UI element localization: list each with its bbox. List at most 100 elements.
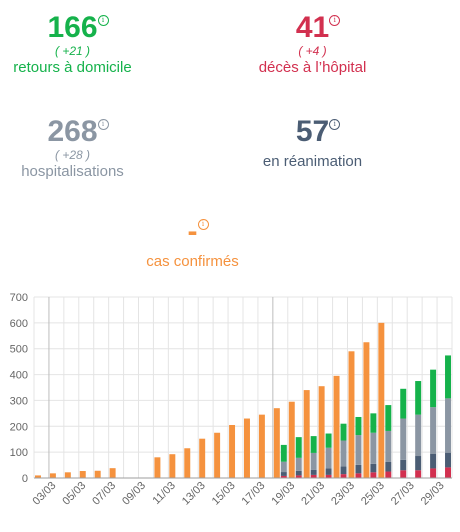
x-tick-label: 09/03	[120, 480, 148, 508]
bar-cas-confirmes	[64, 472, 71, 478]
bar-segment-retours---domicile	[325, 433, 332, 448]
bar-segment-d-c-s---l-h-pital	[310, 474, 317, 478]
stat-deces-number: 41	[295, 11, 330, 44]
x-tick-label: 19/03	[269, 480, 297, 508]
bar-segment-en-r-animation	[445, 452, 451, 468]
bar-segment-retours---domicile	[310, 436, 317, 453]
bar-segment-d-c-s---l-h-pital	[355, 473, 362, 478]
bar-segment-en-r-animation	[355, 464, 362, 474]
stat-hosp-label: hospitalisations	[21, 163, 124, 180]
covid-bar-chart: 0 100 200 300 400 500 600 700 03/03 05/03 07/03 09/…	[10, 292, 453, 508]
stat-cas-confirmes: - i cas confirmés	[120, 217, 265, 271]
bar-segment-d-c-s---l-h-pital	[280, 475, 287, 478]
stat-deces-hopital: 41 i ( +4 ) décès à l’hôpital	[240, 13, 385, 77]
info-icon[interactable]: i	[329, 15, 341, 26]
bar-segment-en-r-animation	[400, 459, 407, 471]
x-tick-label: 07/03	[90, 480, 118, 508]
bar-segment-d-c-s---l-h-pital	[430, 468, 437, 478]
stat-retours-number: 166	[47, 11, 98, 44]
bar-segment-hospitalisations	[340, 440, 347, 467]
bar-cas-confirmes	[378, 322, 385, 478]
stat-retours-domicile: 166 i ( +21 ) retours à domicile	[0, 13, 145, 77]
bar-cas-confirmes	[244, 418, 250, 478]
bar-cas-confirmes	[154, 457, 161, 478]
stat-retours-value: 166 i	[47, 11, 109, 44]
x-tick-label: 29/03	[419, 480, 447, 508]
bar-segment-retours---domicile	[400, 388, 407, 419]
y-tick-label: 400	[10, 370, 28, 382]
bar-segment-hospitalisations	[400, 418, 407, 460]
x-tick-label: 15/03	[210, 480, 238, 508]
bar-segment-hospitalisations	[355, 435, 362, 465]
stat-cas-value: - i	[188, 217, 209, 247]
bar-segment-hospitalisations	[415, 414, 422, 457]
bar-cas-confirmes	[348, 351, 355, 478]
bar-cas-confirmes	[229, 424, 236, 478]
bar-segment-d-c-s---l-h-pital	[340, 474, 347, 478]
bar-segment-hospitalisations	[430, 407, 437, 454]
bar-segment-en-r-animation	[385, 461, 392, 472]
bar-cas-confirmes	[199, 438, 206, 478]
stat-rea-label: en réanimation	[262, 153, 363, 170]
bar-segment-hospitalisations	[325, 447, 332, 469]
stat-hospitalisations: 268 i ( +28 ) hospitalisations	[0, 117, 145, 181]
x-tick-label: 13/03	[180, 480, 208, 508]
bar-cas-confirmes	[49, 473, 56, 478]
x-tick-label: 25/03	[359, 480, 387, 508]
bar-segment-en-r-animation	[325, 468, 332, 475]
bar-cas-confirmes	[214, 432, 221, 478]
bar-cas-confirmes	[35, 475, 41, 478]
bar-cas-confirmes	[333, 375, 340, 478]
bar-segment-d-c-s---l-h-pital	[370, 472, 377, 478]
bar-segment-en-r-animation	[370, 463, 377, 473]
bar-segment-hospitalisations	[385, 430, 392, 462]
stat-hosp-number: 268	[47, 115, 98, 148]
bar-cas-confirmes	[363, 342, 370, 478]
bar-segment-en-r-animation	[340, 466, 347, 475]
bar-cas-confirmes	[303, 390, 310, 478]
y-tick-label: 300	[10, 395, 28, 407]
info-icon[interactable]: i	[97, 15, 109, 26]
bar-segment-d-c-s---l-h-pital	[325, 474, 332, 478]
bar-segment-d-c-s---l-h-pital	[295, 475, 302, 478]
y-tick-label: 700	[10, 292, 28, 304]
info-icon[interactable]: i	[329, 119, 341, 130]
info-icon[interactable]: i	[197, 219, 209, 230]
bar-cas-confirmes	[94, 470, 101, 478]
bar-segment-retours---domicile	[340, 423, 347, 441]
bar-segment-hospitalisations	[445, 398, 451, 453]
bar-segment-en-r-animation	[310, 469, 317, 475]
x-tick-label: 23/03	[329, 480, 357, 508]
stat-deces-delta: ( +4 )	[298, 44, 327, 58]
bar-segment-retours---domicile	[370, 413, 377, 433]
bar-cas-confirmes	[169, 454, 176, 478]
bar-segment-en-r-animation	[415, 456, 422, 471]
bar-cas-confirmes	[79, 471, 86, 478]
bar-segment-hospitalisations	[370, 432, 377, 464]
x-tick-label: 03/03	[31, 480, 59, 508]
bar-segment-en-r-animation	[430, 453, 437, 469]
bar-segment-hospitalisations	[310, 452, 317, 470]
stat-deces-label: décès à l’hôpital	[258, 59, 367, 76]
bar-cas-confirmes	[318, 386, 325, 478]
x-tick-label: 17/03	[240, 480, 268, 508]
x-tick-label: 11/03	[151, 480, 178, 507]
bar-cas-confirmes	[288, 401, 295, 478]
bar-segment-retours---domicile	[355, 416, 362, 436]
stat-retours-label: retours à domicile	[13, 59, 132, 76]
y-tick-label: 100	[10, 447, 28, 459]
info-icon[interactable]: i	[97, 119, 109, 130]
bar-segment-d-c-s---l-h-pital	[400, 470, 407, 478]
bar-segment-hospitalisations	[295, 457, 302, 471]
x-tick-label: 21/03	[299, 480, 327, 508]
stat-rea-number: 57	[295, 115, 330, 148]
stat-cas-label: cas confirmés	[146, 253, 239, 270]
stat-retours-delta: ( +21 )	[54, 44, 90, 58]
bar-cas-confirmes	[258, 414, 265, 478]
bar-segment-retours---domicile	[385, 405, 392, 431]
stat-reanimation: 57 i en réanimation	[240, 117, 385, 171]
bar-segment-retours---domicile	[295, 437, 302, 458]
y-tick-label: 500	[10, 344, 28, 356]
bar-segment-retours---domicile	[430, 369, 437, 408]
y-tick-label: 200	[10, 421, 28, 433]
